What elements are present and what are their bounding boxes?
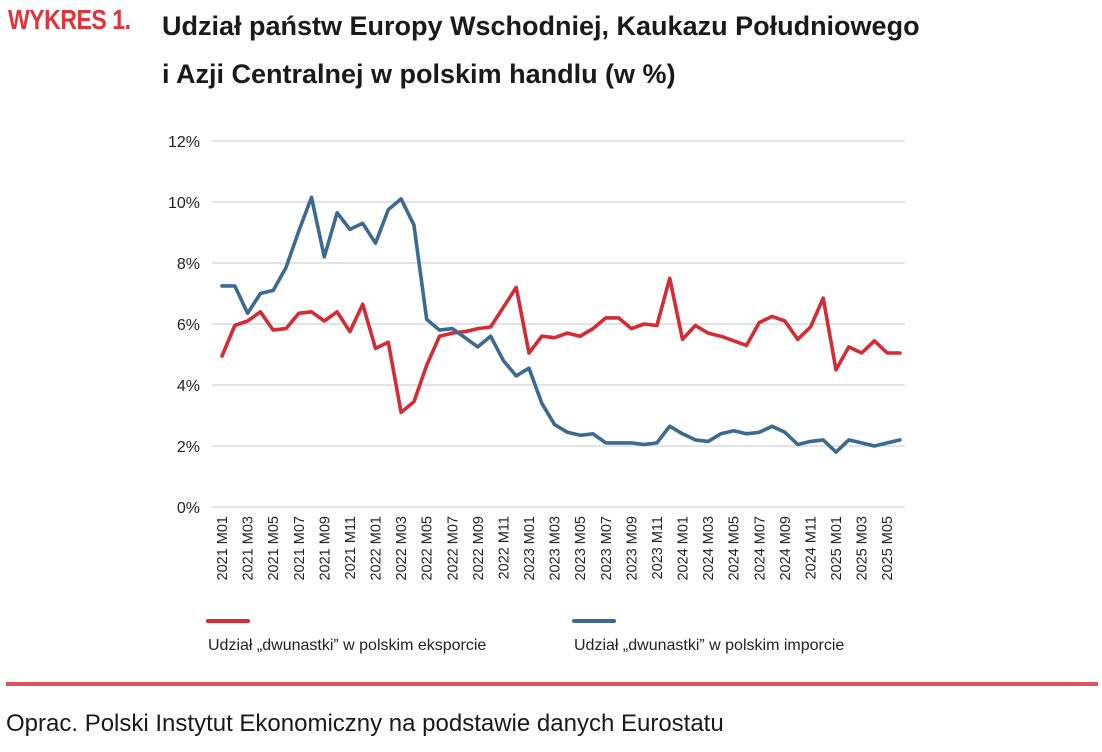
y-tick-label: 4% — [177, 378, 200, 395]
x-tick-label: 2021 M09 — [317, 516, 333, 581]
legend-label-import: Udział „dwunastki” w polskim imporcie — [574, 637, 844, 654]
x-tick-label: 2022 M07 — [445, 516, 461, 581]
x-tick-label: 2022 M05 — [420, 516, 436, 581]
series-lines — [220, 195, 902, 454]
x-tick-label: 2023 M05 — [573, 516, 589, 581]
y-tick-label: 8% — [177, 256, 200, 273]
series-line-import — [220, 195, 902, 454]
x-tick-label: 2024 M11 — [803, 516, 819, 579]
chart-title-line-1: Udział państw Europy Wschodniej, Kaukazu… — [162, 11, 920, 41]
x-tick-label: 2021 M05 — [266, 516, 282, 581]
chart-title-line-2: i Azji Centralnej w polskim handlu (w %) — [162, 59, 676, 89]
x-tick-label: 2025 M03 — [855, 516, 871, 581]
figure-label: WYKRES 1. — [8, 4, 131, 35]
x-tick-label: 2022 M01 — [369, 516, 385, 581]
x-tick-label: 2022 M03 — [394, 516, 410, 581]
divider-line — [6, 682, 1098, 686]
series-line-export — [220, 276, 902, 415]
x-axis-ticks: 2021 M01 2021 M03 2021 M05 2021 M07 2021 M09… — [215, 516, 896, 581]
y-tick-label: 12% — [168, 134, 200, 151]
grid-lines — [212, 140, 905, 508]
y-axis-ticks: 0% 2% 4% 6% 8% 10% 12% — [168, 134, 200, 517]
x-tick-label: 2023 M03 — [548, 516, 564, 581]
x-tick-label: 2021 M03 — [241, 516, 257, 581]
source-note: Oprac. Polski Instytut Ekonomiczny na po… — [6, 710, 724, 737]
x-tick-label: 2024 M05 — [727, 516, 743, 581]
y-tick-label: 0% — [177, 500, 200, 517]
legend-label-export: Udział „dwunastki” w polskim eksporcie — [208, 637, 486, 654]
y-tick-label: 6% — [177, 317, 200, 334]
x-tick-label: 2023 M07 — [599, 516, 615, 581]
x-tick-label: 2021 M11 — [343, 516, 359, 579]
x-tick-label: 2022 M09 — [471, 516, 487, 581]
x-tick-label: 2023 M09 — [624, 516, 640, 581]
x-tick-label: 2021 M07 — [292, 516, 308, 581]
x-tick-label: 2025 M05 — [880, 516, 896, 581]
y-tick-label: 2% — [177, 439, 200, 456]
x-tick-label: 2022 M11 — [496, 516, 512, 579]
x-tick-label: 2023 M11 — [650, 516, 666, 579]
line-chart: 0%2%4%6%8%10%12% 2021 M01 2021 M03 2021 M0… — [168, 134, 905, 654]
x-tick-label: 2025 M01 — [829, 516, 845, 581]
x-tick-label: 2024 M07 — [752, 516, 768, 581]
x-tick-label: 2023 M01 — [522, 516, 538, 581]
y-tick-label: 10% — [168, 195, 200, 212]
x-tick-label: 2021 M01 — [215, 516, 231, 581]
chart-title: Udział państw Europy Wschodniej, Kaukazu… — [162, 2, 1082, 98]
x-tick-label: 2024 M09 — [778, 516, 794, 581]
x-tick-label: 2024 M03 — [701, 516, 717, 581]
legend: Udział „dwunastki” w polskim eksporcie Ud… — [206, 619, 844, 654]
x-tick-label: 2024 M01 — [676, 516, 692, 581]
